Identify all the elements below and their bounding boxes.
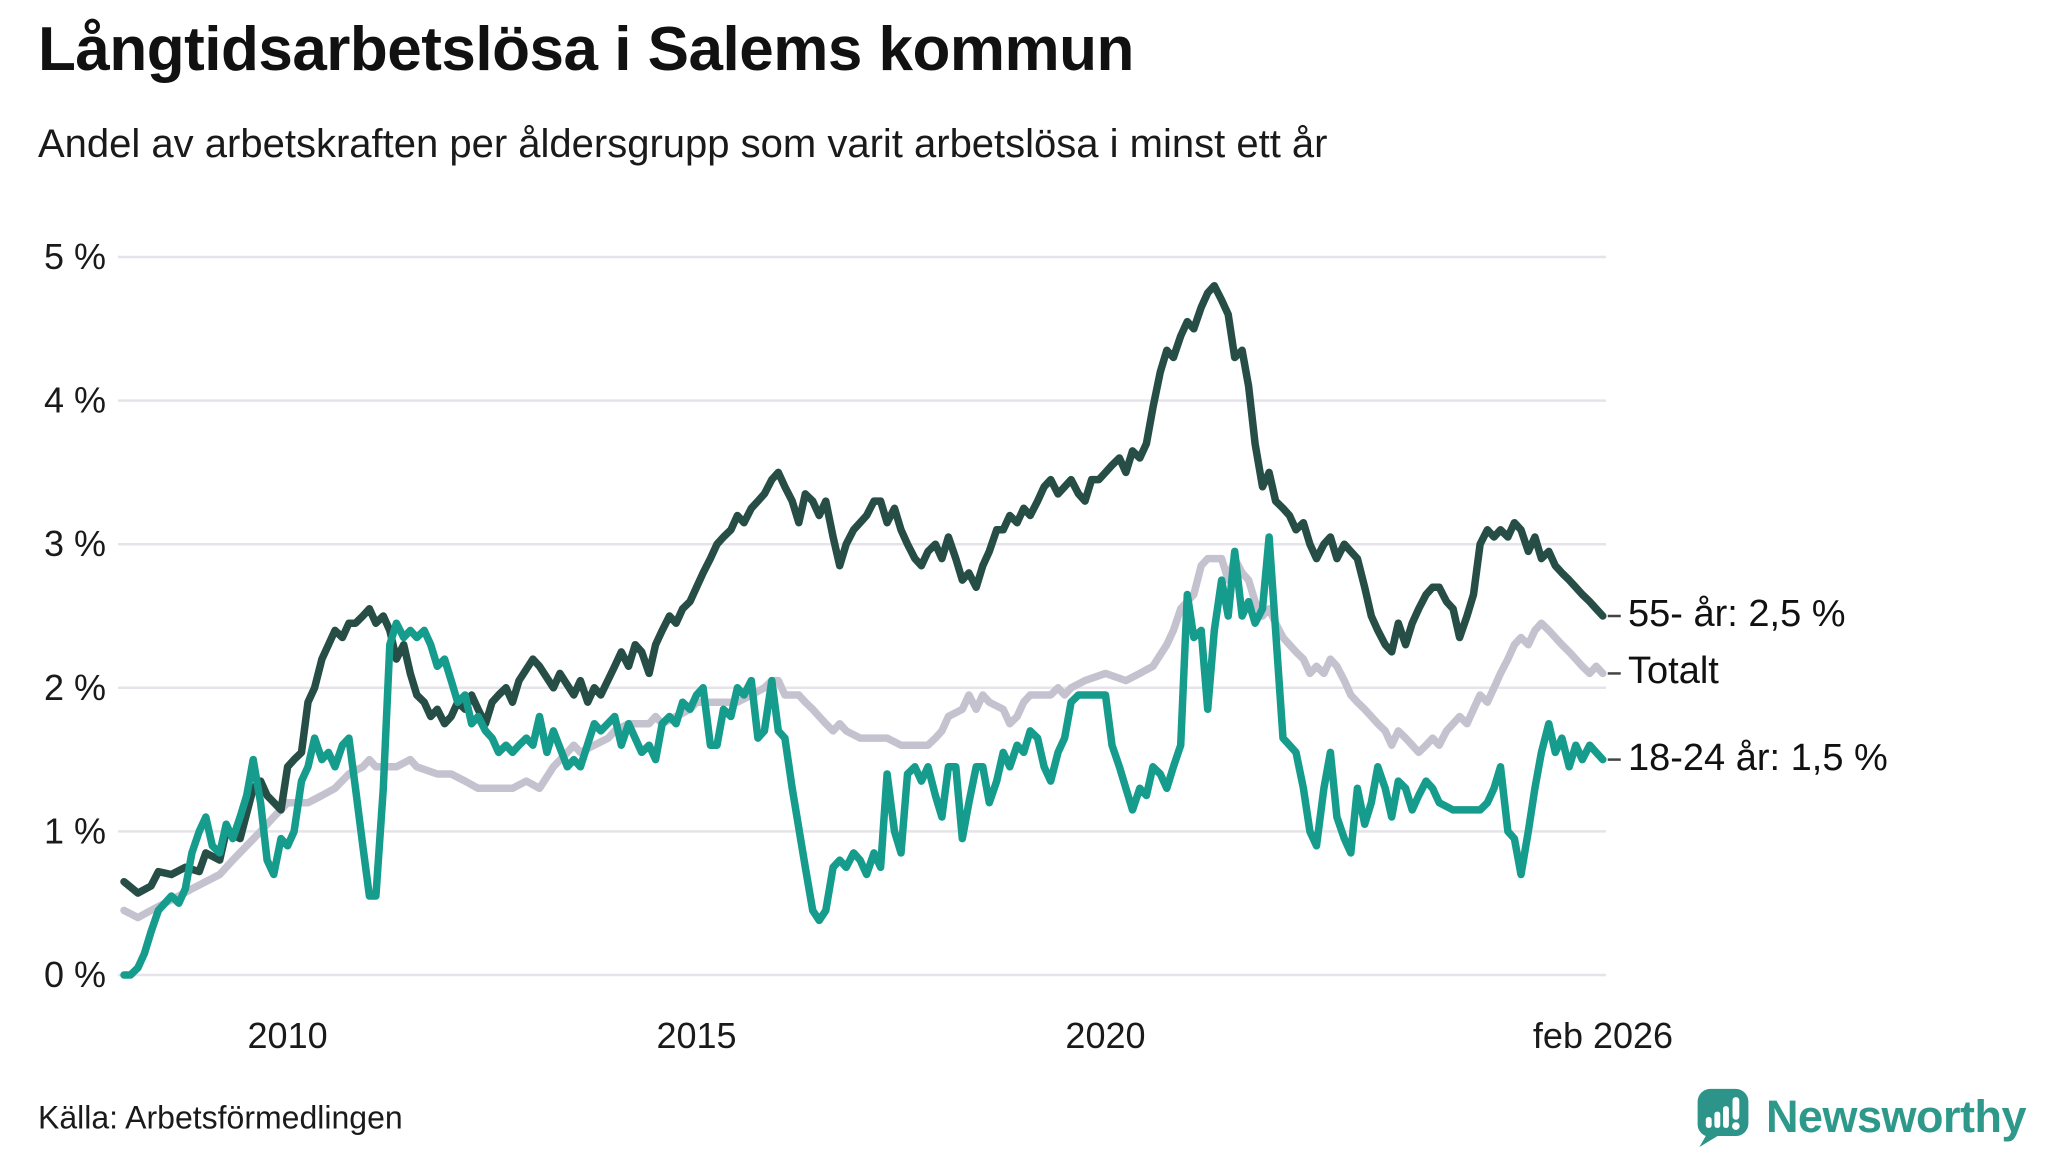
x-axis-tick-label: 2010 (248, 1015, 328, 1056)
y-axis-tick-label: 1 % (44, 810, 106, 851)
y-axis-tick-label: 2 % (44, 667, 106, 708)
page-title: Långtidsarbetslösa i Salems kommun (38, 15, 1134, 84)
series-end-label-totalt: Totalt (1628, 650, 1719, 693)
x-axis-tick-label: feb 2026 (1533, 1015, 1673, 1056)
source-note: Källa: Arbetsförmedlingen (38, 1099, 403, 1136)
newsworthy-logo[interactable]: Newsworthy (1694, 1087, 2027, 1147)
series-line-18-24 år (120, 533, 1607, 979)
series-line-55- år (120, 281, 1607, 897)
series-end-label-18-24-ar: 18-24 år: 1,5 % (1628, 736, 1888, 779)
y-axis-tick-label: 5 % (44, 236, 106, 277)
x-axis-tick-label: 2020 (1065, 1015, 1145, 1056)
x-axis-tick-label: 2015 (656, 1015, 736, 1056)
y-axis-tick-label: 3 % (44, 523, 106, 564)
y-axis-tick-label: 4 % (44, 380, 106, 421)
series-line-Totalt (120, 554, 1607, 922)
chart-subtitle: Andel av arbetskraften per åldersgrupp s… (38, 122, 1328, 166)
newsworthy-speech-bubble-chart-icon (1697, 1088, 1749, 1147)
series-end-label-55-ar: 55- år: 2,5 % (1628, 592, 1846, 635)
logo-wordmark: Newsworthy (1765, 1091, 2027, 1142)
y-axis-tick-label: 0 % (44, 954, 106, 995)
